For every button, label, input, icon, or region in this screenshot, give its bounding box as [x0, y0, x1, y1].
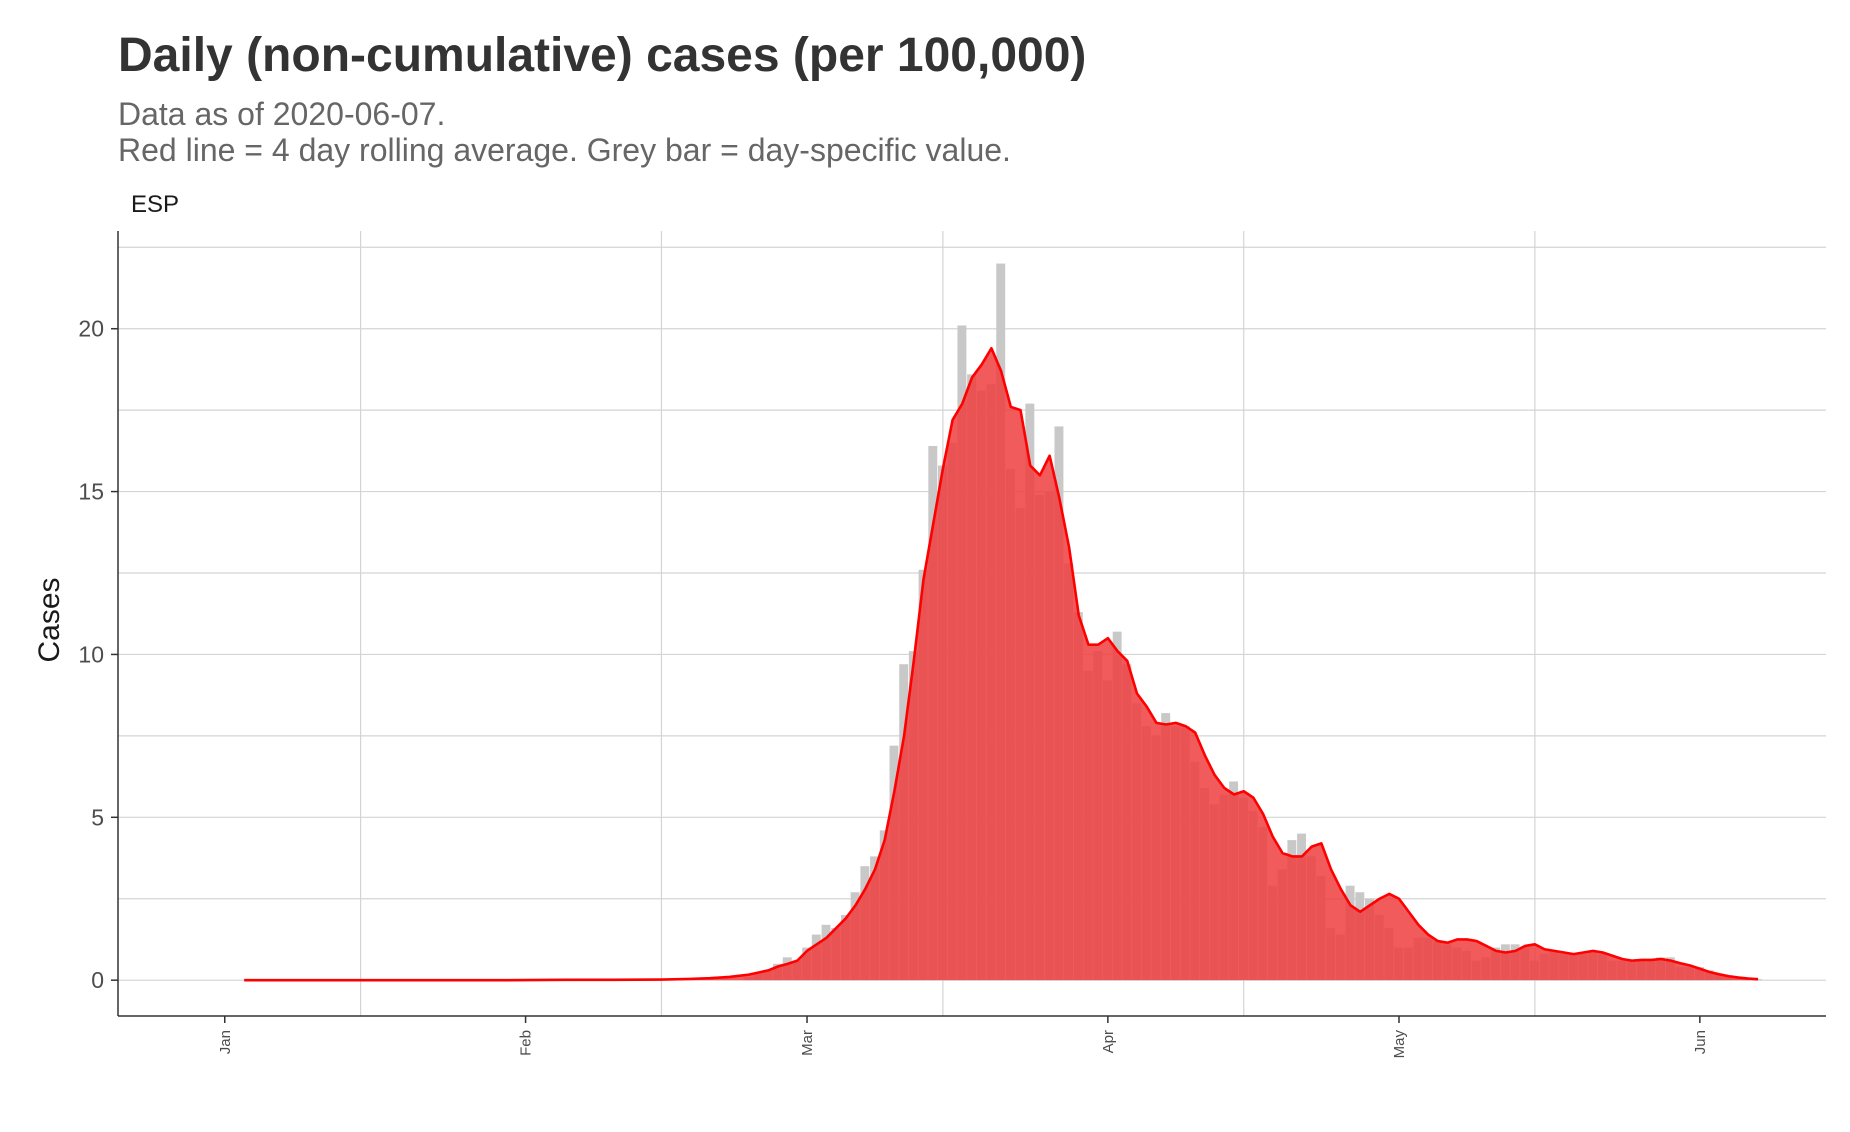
x-tick-label: May: [1391, 1030, 1408, 1059]
chart-title: Daily (non-cumulative) cases (per 100,00…: [118, 29, 1087, 82]
y-tick-label: 20: [78, 316, 104, 342]
y-tick-label: 15: [78, 479, 104, 505]
x-tick-label: Jan: [217, 1030, 234, 1054]
x-tick-label: Mar: [799, 1030, 816, 1056]
x-axis-ticks: Jan Feb Mar Apr May Jun: [217, 1016, 1709, 1058]
rolling-average-fill: [244, 348, 1759, 981]
chart-subtitle-legend-note: Red line = 4 day rolling average. Grey b…: [118, 132, 1011, 168]
y-tick-label: 10: [78, 641, 104, 667]
x-tick-label: Feb: [518, 1030, 535, 1056]
rolling-average-line-group: [244, 346, 1759, 982]
y-tick-label: 5: [91, 804, 104, 830]
y-tick-label: 0: [91, 967, 104, 993]
x-tick-label: Apr: [1100, 1030, 1117, 1053]
rolling-average-area: [244, 348, 1759, 981]
y-axis-ticks: 0 5 10 15 20: [78, 316, 118, 993]
rolling-average-line: [244, 346, 1759, 982]
axes: [117, 231, 1826, 1017]
x-tick-label: Jun: [1692, 1030, 1709, 1054]
chart-subtitle-date: Data as of 2020-06-07.: [118, 96, 446, 132]
facet-label: ESP: [131, 191, 180, 218]
